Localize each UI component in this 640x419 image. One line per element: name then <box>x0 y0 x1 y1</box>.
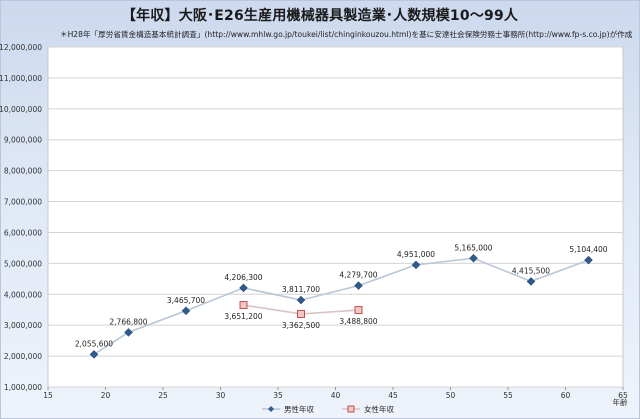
data-point <box>181 306 191 316</box>
data-label: 2,766,800 <box>109 317 147 326</box>
y-tick-label: 8,000,000 <box>4 167 42 176</box>
data-point <box>239 301 248 310</box>
x-tick-label: 65 <box>618 391 628 400</box>
data-point <box>526 277 536 286</box>
series-line-1 <box>93 257 589 356</box>
data-label: 4,951,000 <box>397 250 435 259</box>
data-point <box>297 309 305 318</box>
data-point <box>124 328 133 337</box>
data-label-layer: 2,055,600 2,766,800 3,465,700 4,206,300 3,81… <box>75 243 608 348</box>
x-tick-label: 40 <box>331 391 341 400</box>
data-point <box>296 295 306 305</box>
data-point <box>584 255 593 265</box>
data-label: 3,465,700 <box>167 296 205 305</box>
data-label: 5,165,000 <box>454 243 492 252</box>
grid-layer <box>48 46 623 388</box>
y-tick-label: 12,000,000 <box>0 43 42 52</box>
x-tick-label: 25 <box>158 391 168 400</box>
data-point <box>89 350 99 359</box>
x-axis-label: 年齢 <box>613 397 628 407</box>
data-label: 2,055,600 <box>75 339 113 348</box>
data-label: 3,488,800 <box>339 317 377 326</box>
y-tick-label: 10,000,000 <box>0 105 42 114</box>
x-tick-label: 15 <box>43 391 53 400</box>
data-point <box>354 306 363 315</box>
data-point <box>239 283 248 293</box>
data-point <box>411 260 421 270</box>
series-layer <box>89 253 593 359</box>
legend: 男性年収 女性年収 <box>262 404 394 414</box>
y-tick-label: 7,000,000 <box>4 198 42 207</box>
legend-marker <box>268 406 274 412</box>
x-tick-label: 50 <box>446 391 456 400</box>
legend-label: 女性年収 <box>364 404 394 414</box>
y-tick-label: 9,000,000 <box>4 136 42 145</box>
x-tick-label: 60 <box>561 391 571 400</box>
data-point <box>469 253 478 263</box>
chart-subtitle: ＊H28年「厚労省賃金構造基本統計調査」(http://www.mhlw.go.… <box>60 30 633 39</box>
data-label: 4,415,500 <box>512 266 550 275</box>
data-point <box>354 281 363 290</box>
y-tick-label: 2,000,000 <box>4 352 42 361</box>
y-tick-label: 4,000,000 <box>4 290 42 299</box>
x-tick-label: 55 <box>503 391 513 400</box>
axis-layer: 1,000,000 2,000,000 3,000,000 4,000,000 5,00… <box>0 43 628 400</box>
y-tick-label: 5,000,000 <box>4 259 42 268</box>
y-tick-label: 1,000,000 <box>4 383 42 392</box>
x-tick-label: 35 <box>273 391 283 400</box>
data-label: 3,362,500 <box>282 321 320 330</box>
data-label: 3,811,700 <box>282 285 320 294</box>
chart-title: 【年収】大阪･E26生産用機械器具製造業･人数規模10～99人 <box>121 8 519 24</box>
x-tick-label: 45 <box>388 391 398 400</box>
data-label: 3,651,200 <box>224 312 262 321</box>
legend-label: 男性年収 <box>284 404 314 414</box>
plot-area <box>47 46 624 388</box>
data-label: 4,206,300 <box>224 273 262 282</box>
x-tick-label: 30 <box>216 391 226 400</box>
x-tick-label: 20 <box>101 391 111 400</box>
data-label: 4,279,700 <box>339 271 377 280</box>
legend-marker <box>347 405 355 413</box>
y-tick-label: 6,000,000 <box>4 228 42 237</box>
y-tick-label: 11,000,000 <box>0 74 42 83</box>
data-label: 5,104,400 <box>569 245 607 254</box>
y-tick-label: 3,000,000 <box>4 321 42 330</box>
